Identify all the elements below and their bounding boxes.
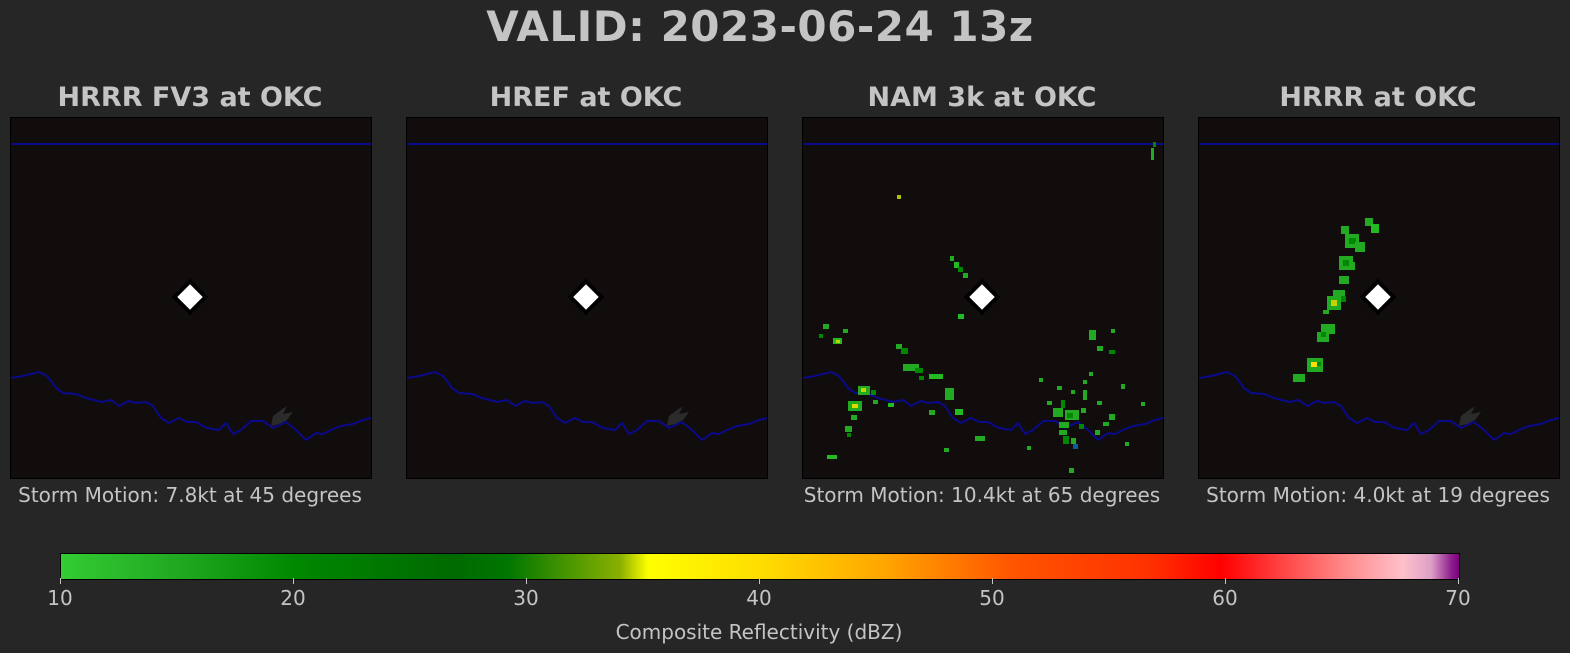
map-canvas [11,143,371,442]
colorbar-tick-mark [992,578,993,584]
map-panel-hrrr-fv3 [10,117,372,479]
map-canvas [803,142,1163,473]
colorbar-tick-label: 50 [979,586,1005,610]
map-canvas [407,143,767,442]
storm-motion-hrrr: Storm Motion: 4.0kt at 19 degrees [1206,483,1550,507]
colorbar-tick-label: 30 [513,586,539,610]
colorbar-tick-label: 10 [47,586,73,610]
map-canvas [1199,143,1559,442]
figure-title: VALID: 2023-06-24 13z [486,2,1034,51]
station-marker-icon [963,278,1001,316]
colorbar-tick-label: 60 [1212,586,1238,610]
colorbar-tick-mark [60,578,61,584]
station-marker-icon [1359,278,1397,316]
lake-shape [1459,406,1481,426]
station-marker-icon [567,278,605,316]
storm-motion-hrrr-fv3: Storm Motion: 7.8kt at 45 degrees [18,483,362,507]
map-panel-href [406,117,768,479]
storm-motion-nam-3k: Storm Motion: 10.4kt at 65 degrees [803,483,1161,507]
colorbar-tick-mark [526,578,527,584]
station-marker-icon [171,278,209,316]
reflectivity-cells [1293,218,1379,382]
colorbar-label: Composite Reflectivity (dBZ) [615,620,903,644]
map-panel-hrrr [1198,117,1560,479]
panel-title-href: HREF at OKC [489,82,683,113]
colorbar-tick-mark [1225,578,1226,584]
colorbar-tick-label: 70 [1445,586,1471,610]
colorbar-tick-label: 40 [746,586,772,610]
lake-shape [271,406,293,426]
panel-title-hrrr: HRRR at OKC [1279,82,1477,113]
colorbar-tick-mark [1458,578,1459,584]
panel-title-nam-3k: NAM 3k at OKC [867,82,1097,113]
map-panel-nam-3k [802,117,1164,479]
river-border-line [803,370,1163,442]
colorbar-tick-mark [759,578,760,584]
reflectivity-cells [819,142,1156,473]
panel-title-hrrr-fv3: HRRR FV3 at OKC [57,82,323,113]
lake-shape [667,406,689,426]
reflectivity-colorbar [60,553,1460,580]
colorbar-tick-label: 20 [280,586,306,610]
river-border-line [1199,370,1559,442]
river-border-line [11,370,371,442]
colorbar-tick-mark [293,578,294,584]
river-border-line [407,370,767,442]
